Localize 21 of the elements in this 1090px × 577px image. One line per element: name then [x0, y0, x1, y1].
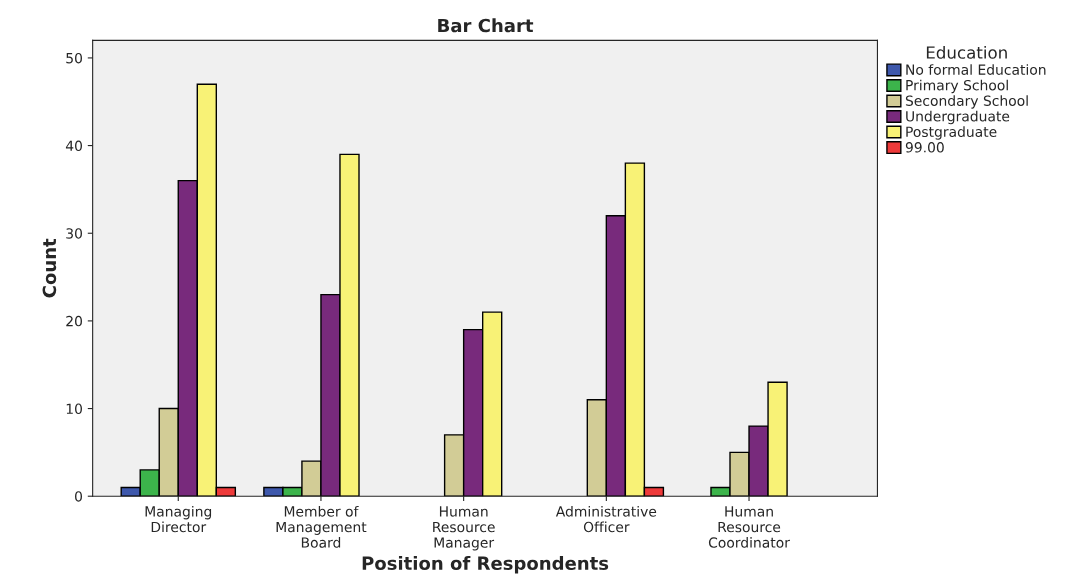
- y-axis-title: Count: [42, 238, 57, 298]
- y-tick-label: 40: [65, 140, 83, 152]
- y-tick-label: 20: [66, 315, 83, 327]
- legend-title: Education: [926, 45, 1007, 59]
- legend-label: Secondary School: [905, 95, 1028, 109]
- x-axis-title: Position of Respondents: [362, 556, 609, 574]
- x-tick-label: Member of Management Board: [276, 505, 367, 548]
- x-tick-label: Human Resource Coordinator: [708, 506, 790, 548]
- y-tick-label: 30: [66, 228, 83, 239]
- legend-label: Primary School: [906, 79, 1008, 94]
- y-tick-label: 0: [75, 491, 83, 502]
- legend-label: Postgraduate: [906, 126, 997, 140]
- legend-label: No formal Education: [906, 64, 1046, 75]
- chart-title: Bar Chart: [438, 18, 534, 33]
- x-tick-label: Administrative Officer: [555, 505, 657, 533]
- legend-label: 99.00: [905, 142, 944, 153]
- y-tick-label: 10: [66, 403, 83, 415]
- x-tick-label: Managing Director: [145, 505, 212, 533]
- y-tick-label: 50: [66, 52, 83, 64]
- x-tick-label: Human Resource Manager: [433, 506, 495, 551]
- legend-label: Undergraduate: [906, 110, 1010, 125]
